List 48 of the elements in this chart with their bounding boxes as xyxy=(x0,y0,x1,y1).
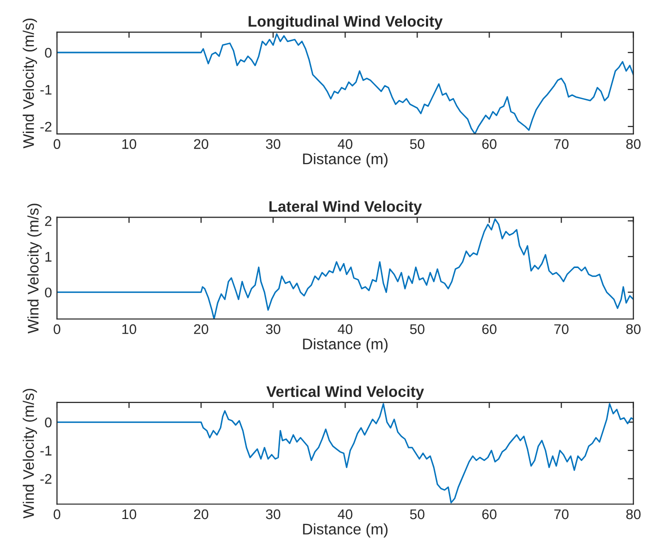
x-tick-label: 70 xyxy=(554,324,569,334)
x-tick-label: 10 xyxy=(122,139,136,149)
x-tick-label: 60 xyxy=(482,324,496,334)
x-tick-label: 40 xyxy=(338,139,352,149)
y-tick-label: -1 xyxy=(40,446,52,456)
chart-title: Vertical Wind Velocity xyxy=(266,386,424,400)
y-tick-label: 0 xyxy=(44,418,52,428)
x-tick-label: 70 xyxy=(554,509,569,520)
line-series xyxy=(56,218,634,320)
x-tick-label: 20 xyxy=(194,139,208,149)
x-tick-label: 80 xyxy=(626,139,641,149)
y-axis-title: Wind Velocity (m/s) xyxy=(22,388,37,519)
x-tick-label: 80 xyxy=(626,509,641,520)
x-tick-label: 40 xyxy=(338,324,352,334)
y-tick-label: -2 xyxy=(40,122,52,132)
y-tick-label: -2 xyxy=(40,474,52,484)
y-tick-label: -1 xyxy=(40,84,52,95)
x-axis-title: Distance (m) xyxy=(303,523,388,538)
x-axis-title: Distance (m) xyxy=(303,153,388,168)
x-tick-label: 0 xyxy=(54,509,60,520)
x-tick-label: 10 xyxy=(122,324,136,334)
x-tick-label: 20 xyxy=(194,509,208,520)
x-tick-label: 20 xyxy=(194,324,208,334)
line-series xyxy=(56,403,634,504)
x-tick-label: 0 xyxy=(54,139,60,149)
x-tick-label: 30 xyxy=(266,139,280,149)
y-tick-label: 1 xyxy=(45,252,52,262)
x-axis-title: Distance (m) xyxy=(303,338,388,352)
y-axis-title: Wind Velocity (m/s) xyxy=(27,204,42,334)
x-tick-label: 60 xyxy=(482,139,496,149)
y-axis-title: Wind Velocity (m/s) xyxy=(22,18,37,148)
y-tick-label: 0 xyxy=(44,288,52,298)
line-series xyxy=(56,33,634,134)
x-tick-label: 50 xyxy=(410,324,424,334)
x-tick-label: 60 xyxy=(482,509,496,520)
chart-title: Longitudinal Wind Velocity xyxy=(248,16,443,30)
x-tick-label: 50 xyxy=(410,139,424,149)
x-tick-label: 30 xyxy=(266,509,280,520)
x-tick-label: 40 xyxy=(338,509,352,520)
x-tick-label: 80 xyxy=(626,324,641,334)
x-tick-label: 50 xyxy=(410,509,424,520)
y-tick-label: 2 xyxy=(45,216,52,226)
x-tick-label: 30 xyxy=(266,324,280,334)
x-tick-label: 10 xyxy=(122,509,136,520)
x-tick-label: 70 xyxy=(554,139,569,149)
x-tick-label: 0 xyxy=(54,324,60,334)
chart-title: Lateral Wind Velocity xyxy=(269,200,422,215)
y-tick-label: 0 xyxy=(44,48,52,58)
